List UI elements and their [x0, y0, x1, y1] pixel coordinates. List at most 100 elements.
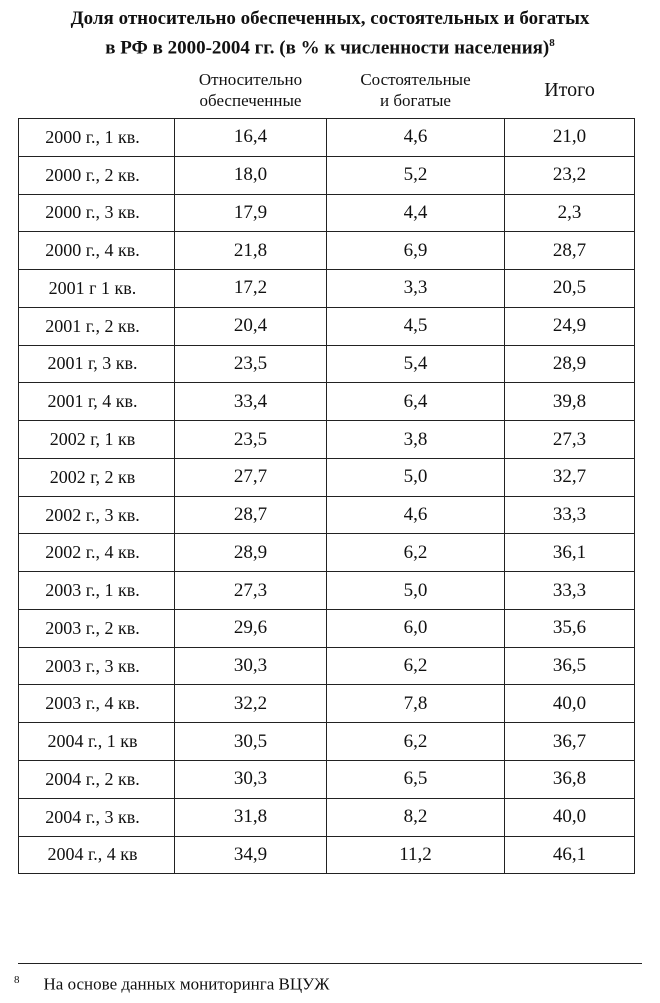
table-row: 2003 г., 1 кв. 27,3 5,0 33,3 — [18, 571, 635, 610]
cell-relatively-provided: 30,5 — [174, 722, 327, 762]
title-line-2: в РФ в 2000-2004 гг. (в % к численности … — [0, 31, 660, 60]
footnote-mark: 8 — [14, 974, 20, 986]
cell-total: 36,1 — [504, 533, 635, 573]
cell-wealthy-rich: 4,4 — [326, 193, 505, 233]
header-col1-line2: обеспеченные — [199, 91, 302, 110]
table-row: 2002 г., 4 кв. 28,9 6,2 36,1 — [18, 533, 635, 573]
table-row: 2001 г 1 кв. 17,2 3,3 20,5 — [18, 269, 635, 308]
cell-wealthy-rich: 4,6 — [326, 118, 505, 157]
footnote: 8 На основе данных мониторинга ВЦУЖ — [14, 974, 329, 995]
table-row: 2001 г, 4 кв. 33,4 6,4 39,8 — [18, 382, 635, 422]
cell-relatively-provided: 20,4 — [174, 306, 327, 346]
table-title: Доля относительно обеспеченных, состояте… — [0, 6, 660, 60]
cell-period: 2004 г., 2 кв. — [18, 760, 175, 799]
data-table: Относительно обеспеченные Состоятельные … — [18, 62, 635, 875]
cell-relatively-provided: 30,3 — [174, 646, 327, 686]
title-line-2-text: в РФ в 2000-2004 гг. (в % к численности … — [105, 37, 550, 59]
cell-relatively-provided: 23,5 — [174, 420, 327, 459]
cell-period: 2000 г., 4 кв. — [18, 231, 175, 271]
table-row: 2001 г, 3 кв. 23,5 5,4 28,9 — [18, 344, 635, 384]
table-row: 2002 г, 2 кв 27,7 5,0 32,7 — [18, 457, 635, 497]
cell-period: 2001 г, 4 кв. — [18, 382, 175, 422]
table-row: 2001 г., 2 кв. 20,4 4,5 24,9 — [18, 306, 635, 346]
cell-wealthy-rich: 5,4 — [326, 344, 505, 384]
cell-period: 2000 г., 1 кв. — [18, 118, 175, 157]
cell-total: 35,6 — [504, 608, 635, 648]
cell-wealthy-rich: 5,0 — [326, 457, 505, 497]
cell-wealthy-rich: 5,0 — [326, 571, 505, 610]
cell-period: 2004 г., 4 кв — [18, 835, 175, 875]
cell-period: 2003 г., 2 кв. — [18, 608, 175, 648]
cell-total: 46,1 — [504, 835, 635, 875]
footnote-reference: 8 — [549, 37, 555, 49]
cell-wealthy-rich: 6,2 — [326, 646, 505, 686]
cell-period: 2002 г., 4 кв. — [18, 533, 175, 573]
cell-total: 28,9 — [504, 344, 635, 384]
cell-total: 28,7 — [504, 231, 635, 271]
table-row: 2004 г., 3 кв. 31,8 8,2 40,0 — [18, 797, 635, 837]
table-row: 2002 г, 1 кв 23,5 3,8 27,3 — [18, 420, 635, 459]
header-col2-line1: Состоятельные — [360, 70, 471, 89]
cell-wealthy-rich: 6,9 — [326, 231, 505, 271]
table-row: 2000 г., 3 кв. 17,9 4,4 2,3 — [18, 193, 635, 233]
cell-relatively-provided: 16,4 — [174, 118, 327, 157]
cell-total: 36,5 — [504, 646, 635, 686]
cell-total: 2,3 — [504, 193, 635, 233]
cell-total: 36,8 — [504, 760, 635, 799]
cell-wealthy-rich: 4,5 — [326, 306, 505, 346]
cell-wealthy-rich: 6,2 — [326, 533, 505, 573]
table-row: 2004 г., 4 кв 34,9 11,2 46,1 — [18, 835, 635, 875]
table-row: 2003 г., 3 кв. 30,3 6,2 36,5 — [18, 646, 635, 686]
cell-relatively-provided: 30,3 — [174, 760, 327, 799]
cell-total: 40,0 — [504, 797, 635, 837]
cell-period: 2000 г., 2 кв. — [18, 155, 175, 195]
cell-wealthy-rich: 6,5 — [326, 760, 505, 799]
cell-relatively-provided: 27,7 — [174, 457, 327, 497]
table-row: 2004 г., 1 кв 30,5 6,2 36,7 — [18, 722, 635, 762]
cell-relatively-provided: 17,2 — [174, 269, 327, 308]
table-row: 2002 г., 3 кв. 28,7 4,6 33,3 — [18, 495, 635, 535]
cell-period: 2003 г., 3 кв. — [18, 646, 175, 686]
table-row: 2003 г., 4 кв. 32,2 7,8 40,0 — [18, 684, 635, 724]
cell-relatively-provided: 34,9 — [174, 835, 327, 875]
cell-total: 24,9 — [504, 306, 635, 346]
cell-total: 36,7 — [504, 722, 635, 762]
cell-period: 2001 г., 2 кв. — [18, 306, 175, 346]
cell-relatively-provided: 28,9 — [174, 533, 327, 573]
cell-period: 2002 г, 2 кв — [18, 457, 175, 497]
footnote-text: На основе данных мониторинга ВЦУЖ — [43, 974, 330, 994]
header-relatively-provided: Относительно обеспеченные — [175, 62, 327, 119]
table-row: 2000 г., 4 кв. 21,8 6,9 28,7 — [18, 231, 635, 271]
cell-period: 2001 г, 3 кв. — [18, 344, 175, 384]
table-row: 2003 г., 2 кв. 29,6 6,0 35,6 — [18, 608, 635, 648]
cell-period: 2001 г 1 кв. — [18, 269, 175, 308]
cell-wealthy-rich: 11,2 — [326, 835, 505, 875]
cell-total: 40,0 — [504, 684, 635, 724]
cell-total: 23,2 — [504, 155, 635, 195]
header-col2-line2: и богатые — [380, 91, 451, 110]
cell-wealthy-rich: 3,8 — [326, 420, 505, 459]
cell-relatively-provided: 28,7 — [174, 495, 327, 535]
cell-total: 33,3 — [504, 571, 635, 610]
table-row: 2000 г., 1 кв. 16,4 4,6 21,0 — [18, 118, 635, 157]
header-wealthy-rich: Состоятельные и богатые — [327, 62, 505, 119]
title-line-1: Доля относительно обеспеченных, состояте… — [70, 8, 590, 29]
cell-period: 2000 г., 3 кв. — [18, 193, 175, 233]
cell-total: 20,5 — [504, 269, 635, 308]
cell-wealthy-rich: 3,3 — [326, 269, 505, 308]
cell-total: 33,3 — [504, 495, 635, 535]
cell-period: 2003 г., 1 кв. — [18, 571, 175, 610]
table-row: 2004 г., 2 кв. 30,3 6,5 36,8 — [18, 760, 635, 799]
header-row: Относительно обеспеченные Состоятельные … — [19, 62, 635, 119]
cell-wealthy-rich: 7,8 — [326, 684, 505, 724]
cell-relatively-provided: 32,2 — [174, 684, 327, 724]
cell-relatively-provided: 29,6 — [174, 608, 327, 648]
cell-relatively-provided: 18,0 — [174, 155, 327, 195]
header-col1-line1: Относительно — [198, 70, 303, 89]
header-total: Итого — [544, 78, 595, 101]
cell-wealthy-rich: 6,2 — [326, 722, 505, 762]
cell-period: 2002 г., 3 кв. — [18, 495, 175, 535]
table-row: 2000 г., 2 кв. 18,0 5,2 23,2 — [18, 155, 635, 195]
cell-relatively-provided: 17,9 — [174, 193, 327, 233]
cell-total: 39,8 — [504, 382, 635, 422]
